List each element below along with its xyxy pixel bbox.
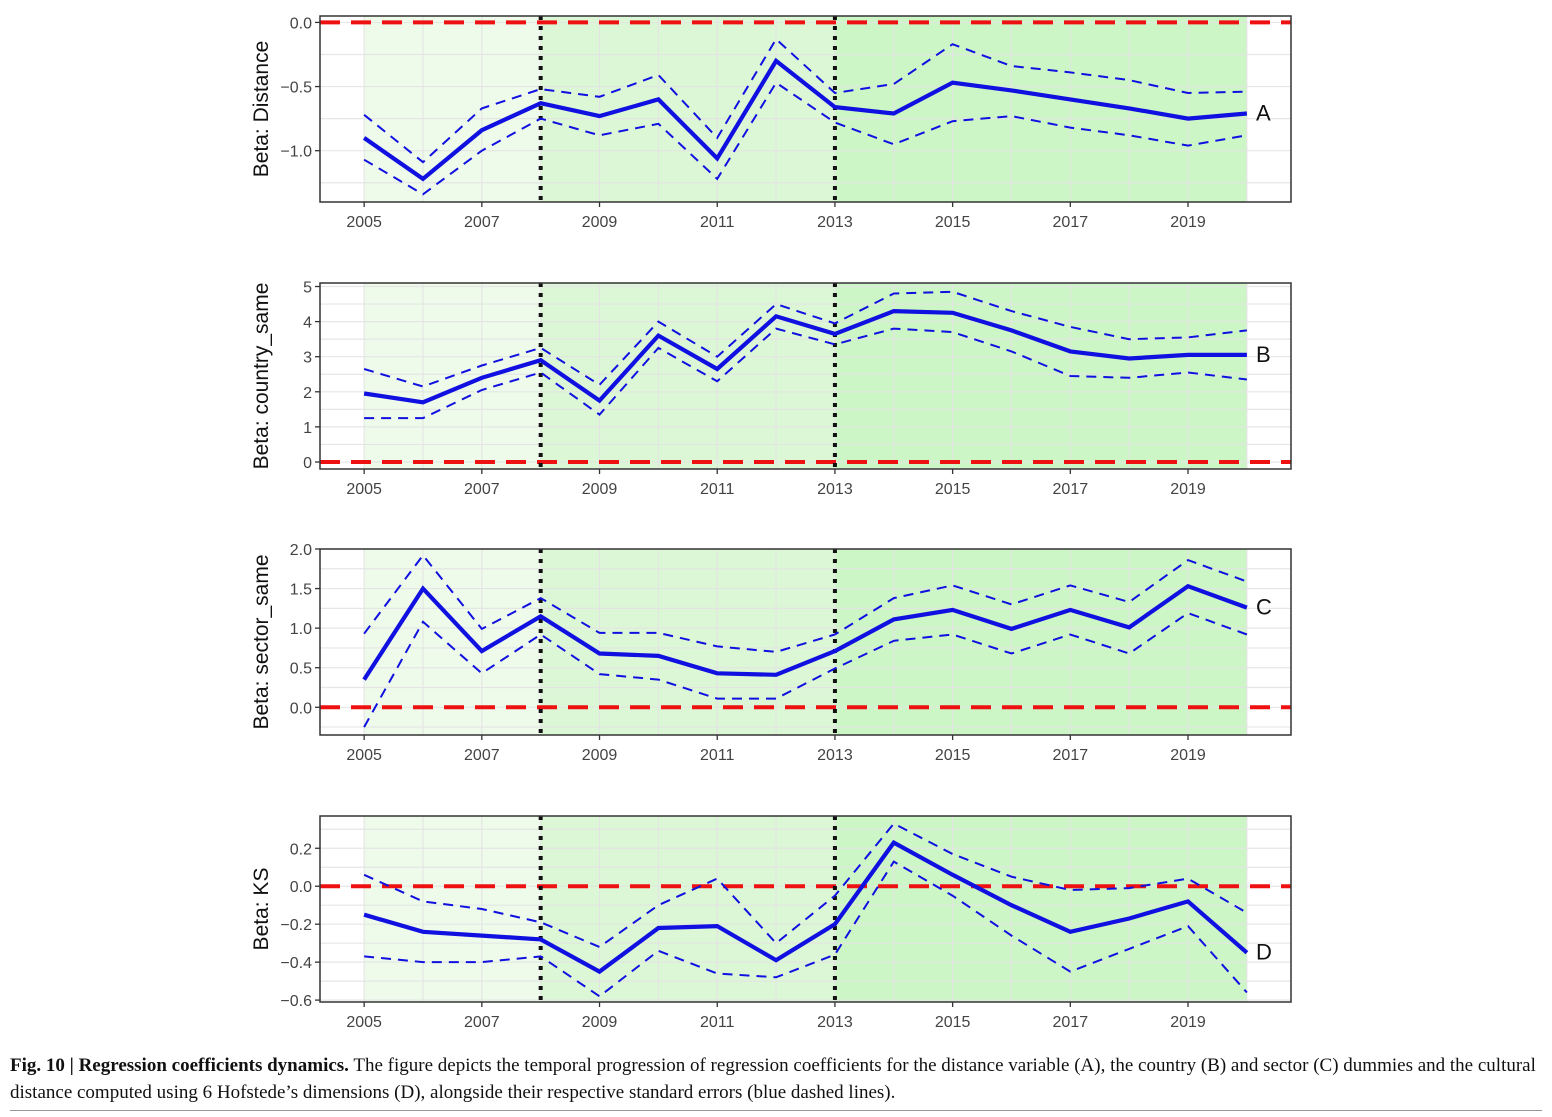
x-tick-label: 2017 [1053,481,1089,498]
x-tick-label: 2007 [464,481,500,498]
y-tick-label: −0.2 [280,917,312,934]
plot-frame [319,282,1292,470]
x-tick-label: 2015 [935,747,971,764]
x-tick-label: 2009 [582,481,618,498]
panel-label: D [1256,939,1272,964]
x-tick-label: 2013 [817,214,853,231]
y-tick-label: 1 [303,420,312,437]
bottom-rule [10,1110,1542,1111]
caption-title: Fig. 10 | Regression coefficients dynami… [10,1055,349,1076]
x-tick-label: 2007 [464,1014,500,1031]
standard-error-upper-line [363,822,1248,949]
plot-frame [319,815,1292,1003]
x-tick-label: 2009 [582,1014,618,1031]
x-tick-label: 2013 [817,481,853,498]
y-axis-title: Beta: KS [250,868,273,951]
plot-frame [319,548,1292,736]
x-tick-label: 2015 [935,214,971,231]
x-tick-label: 2017 [1053,747,1089,764]
x-tick-label: 2007 [464,214,500,231]
x-tick-label: 2011 [700,214,735,231]
standard-error-upper-line [363,37,1247,164]
x-tick-label: 2019 [1170,214,1206,231]
y-axis-title: Beta: Distance [250,41,273,178]
x-tick-label: 2005 [346,214,382,231]
y-tick-label: 2 [303,385,312,402]
plot-frame [319,15,1292,203]
x-tick-label: 2011 [700,1014,735,1031]
shaded-period-2 [540,816,835,1002]
panel-label: B [1256,342,1271,367]
standard-error-upper-line [363,553,1248,653]
figure-caption: Fig. 10 | Regression coefficients dynami… [10,1052,1542,1106]
x-tick-label: 2015 [935,1014,971,1031]
y-tick-label: 0.0 [290,15,312,32]
shaded-period-2 [540,16,835,202]
y-tick-label: 0.0 [290,700,312,717]
y-tick-label: 1.0 [290,621,312,638]
y-tick-label: −0.4 [280,955,312,972]
shaded-period-3 [834,283,1247,469]
shaded-period-3 [834,16,1247,202]
shaded-period-1 [364,816,541,1002]
x-tick-label: 2017 [1053,1014,1089,1031]
x-tick-label: 2005 [346,481,382,498]
chart-panel-b: 0 1 2 3 4 5 2005 2007 2009 2011 2013 2015 2017 2019 Be… [250,280,1292,498]
x-tick-label: 2005 [346,1014,382,1031]
y-tick-label: −1.0 [280,144,312,161]
shaded-period-2 [540,283,835,469]
x-tick-label: 2019 [1170,747,1206,764]
caption-text: The figure depicts the temporal progress… [10,1055,1536,1103]
y-tick-label: 5 [303,280,312,297]
coefficient-line [363,839,1249,975]
x-tick-label: 2007 [464,747,500,764]
y-tick-label: 0 [303,455,312,472]
chart-panel-a: 0.0 −0.5 −1.0 2005 2007 2009 2011 2013 2015 2017 2… [250,15,1292,231]
standard-error-lower-line [363,81,1248,196]
x-tick-label: 2009 [582,747,618,764]
x-tick-label: 2019 [1170,1014,1206,1031]
x-tick-label: 2013 [817,1014,853,1031]
y-tick-label: 2.0 [290,542,312,559]
x-tick-label: 2015 [935,481,971,498]
panel-label: C [1256,594,1272,619]
standard-error-lower-line [364,327,1248,420]
coefficient-line [362,583,1248,681]
x-tick-label: 2019 [1170,481,1206,498]
x-tick-label: 2017 [1053,214,1089,231]
y-tick-label: 3 [303,350,312,367]
shaded-period-2 [540,549,835,735]
x-tick-label: 2011 [700,747,735,764]
coefficient-line [363,308,1247,405]
shaded-period-1 [364,549,541,735]
y-tick-label: −0.6 [280,993,312,1010]
y-tick-label: 4 [303,315,312,332]
y-tick-label: 0.5 [290,661,312,678]
y-tick-label: 0.0 [290,879,312,896]
standard-error-upper-line [363,290,1248,388]
x-tick-label: 2009 [582,214,618,231]
standard-error-lower-line [363,611,1248,728]
y-axis-title: Beta: country_same [250,283,273,470]
chart-panel-c: 0.0 0.5 1.0 1.5 2.0 2005 2007 2009 2011 2013 2015 2… [250,542,1292,764]
y-tick-label: 1.5 [290,582,312,599]
y-tick-label: 0.2 [290,841,312,858]
x-tick-label: 2013 [817,747,853,764]
y-axis-title: Beta: sector_same [250,554,273,729]
chart-panel-d: 0.2 0.0 −0.2 −0.4 −0.6 2005 2007 2009 2011 2013 20… [250,815,1292,1031]
standard-error-lower-line [364,860,1248,998]
x-tick-label: 2005 [346,747,382,764]
shaded-period-1 [364,16,541,202]
panel-label: A [1256,100,1271,125]
y-tick-label: −0.5 [280,80,312,97]
shaded-period-3 [834,549,1247,735]
x-tick-label: 2011 [700,481,735,498]
coefficient-line [362,57,1248,182]
